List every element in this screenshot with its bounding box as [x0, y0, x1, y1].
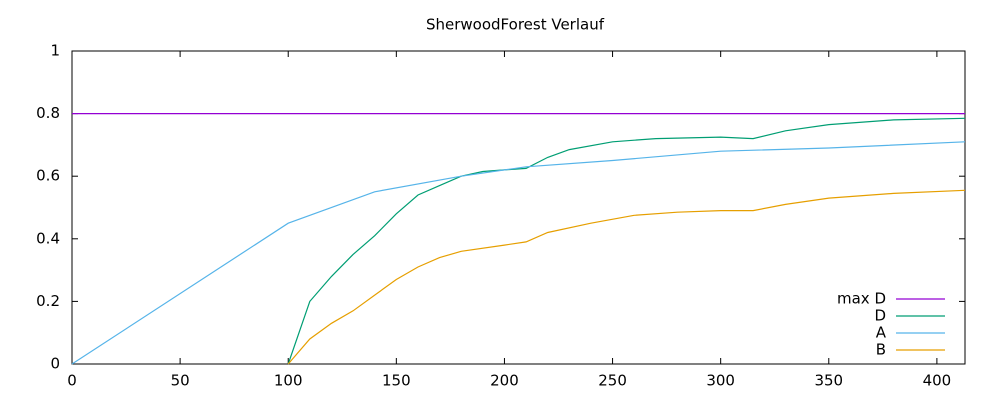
x-tick-label: 100	[274, 372, 303, 390]
y-tick-label: 1	[50, 42, 60, 60]
legend-label: D	[874, 307, 886, 325]
x-tick-label: 150	[382, 372, 411, 390]
y-tick-label: 0.4	[36, 229, 60, 247]
plot-border	[71, 50, 966, 365]
x-tick-label: 350	[814, 372, 843, 390]
x-tick-label: 0	[67, 372, 77, 390]
x-tick-label: 200	[490, 372, 519, 390]
x-tick-label: 50	[171, 372, 190, 390]
legend-label: B	[876, 341, 886, 359]
x-tick-label: 400	[923, 372, 952, 390]
y-tick-label: 0.8	[36, 104, 60, 122]
legend-label: max D	[837, 290, 886, 308]
y-tick-label: 0.2	[36, 292, 60, 310]
y-tick-label: 0	[50, 355, 60, 373]
series-line	[287, 189, 966, 365]
y-tick-label: 0.6	[36, 167, 60, 185]
x-tick-label: 250	[598, 372, 627, 390]
legend-label: A	[876, 324, 887, 342]
series-line	[71, 141, 966, 365]
x-tick-label: 300	[706, 372, 735, 390]
chart-title: SherwoodForest Verlauf	[426, 16, 605, 34]
series-line	[287, 117, 966, 365]
